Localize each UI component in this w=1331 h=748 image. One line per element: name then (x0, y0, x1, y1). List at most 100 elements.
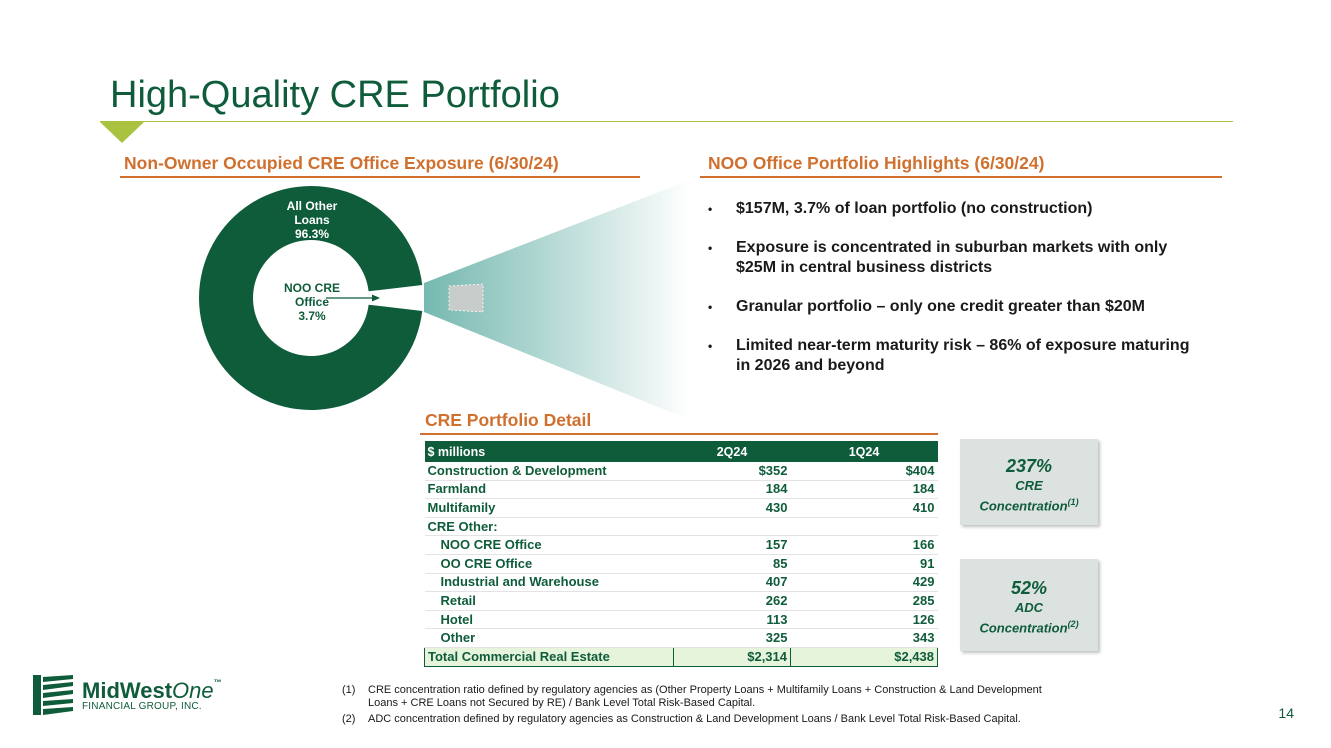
detail-section-heading: CRE Portfolio Detail (425, 410, 592, 430)
adc-concentration-label-1: ADC (1014, 600, 1044, 615)
row-label: Farmland (424, 480, 674, 500)
cre-concentration-box: 237% CRE Concentration(1) (960, 439, 1098, 525)
highlights-list: • $157M, 3.7% of loan portfolio (no const… (708, 199, 1248, 395)
row-value-2q24 (673, 517, 791, 537)
adc-concentration-label-2: Concentration (979, 620, 1068, 636)
row-label: Other (424, 628, 674, 648)
highlight-text-cont: in 2026 and beyond (736, 357, 885, 374)
donut-section-rule (120, 176, 640, 178)
highlight-item: • Limited near-term maturity risk – 86% o… (708, 336, 1248, 376)
header-col-1q24: 1Q24 (790, 441, 938, 462)
bullet-dot-icon: • (708, 339, 713, 353)
footnote-1-number: (1) (342, 684, 356, 696)
row-value-2q24: 184 (673, 480, 791, 500)
footnote-1: (1) CRE concentration ratio defined by re… (342, 684, 1042, 710)
row-value-2q24: $352 (673, 462, 791, 481)
highlight-item: • $157M, 3.7% of loan portfolio (no const… (708, 199, 1248, 219)
row-value-2q24: 113 (673, 610, 791, 630)
highlight-item: • Exposure is concentrated in suburban ma… (708, 238, 1248, 278)
row-value-2q24: 407 (673, 573, 791, 593)
table-row: CRE Other: (424, 517, 938, 537)
highlight-text-cont: $25M in central business districts (736, 259, 993, 276)
row-value-1q24 (790, 517, 938, 537)
title-accent-triangle (100, 122, 144, 143)
row-value-1q24: $404 (790, 462, 938, 481)
footnote-2-number: (2) (342, 713, 356, 725)
row-value-2q24: 430 (673, 498, 791, 518)
row-label: OO CRE Office (424, 554, 674, 574)
row-label: Industrial and Warehouse (424, 573, 674, 593)
total-value-1q24: $2,438 (790, 646, 938, 667)
donut-outer-label-line1: All Other (286, 199, 338, 213)
table-row: NOO CRE Office 157 166 (424, 535, 938, 555)
detail-section-rule (420, 433, 938, 435)
row-value-2q24: 262 (673, 591, 791, 611)
highlight-text: Limited near-term maturity risk – 86% of… (736, 337, 1190, 354)
header-col-2q24: 2Q24 (673, 441, 791, 462)
footnote-2-line1: ADC concentration defined by regulatory … (368, 713, 1021, 725)
title-rule (100, 121, 1233, 122)
donut-outer-label-line2: Loans (294, 213, 330, 227)
table-total-row: Total Commercial Real Estate $2,314 $2,438 (424, 646, 938, 667)
row-value-1q24: 184 (790, 480, 938, 500)
table-row: Farmland 184 184 (424, 480, 938, 500)
page-title: High-Quality CRE Portfolio (110, 74, 560, 116)
row-value-1q24: 429 (790, 573, 938, 593)
donut-inner-label: NOO CRE Office 3.7% (272, 281, 352, 323)
bullet-dot-icon: • (708, 241, 713, 255)
cre-concentration-label-1: CRE (1015, 478, 1043, 493)
adc-concentration-box: 52% ADC Concentration(2) (960, 559, 1098, 651)
row-value-1q24: 166 (790, 535, 938, 555)
row-value-1q24: 91 (790, 554, 938, 574)
donut-outer-label: All Other Loans 96.3% (272, 199, 352, 241)
highlights-section-heading: NOO Office Portfolio Highlights (6/30/24… (708, 153, 1045, 173)
row-label: Multifamily (424, 498, 674, 518)
logo-wordmark: MidWestOne™ (82, 678, 222, 704)
table-row: Industrial and Warehouse 407 429 (424, 573, 938, 593)
cre-concentration-label-2: Concentration (979, 498, 1068, 514)
footnote-2: (2) ADC concentration defined by regulato… (342, 713, 1021, 726)
donut-inner-label-line1: NOO CRE (283, 281, 340, 295)
midwestone-logo-icon (33, 675, 73, 715)
donut-segment-all-other-loans (199, 186, 423, 411)
highlight-text: Granular portfolio – only one credit gre… (736, 298, 1145, 315)
table-header-row: $ millions 2Q24 1Q24 (424, 441, 938, 462)
logo-name-b: One (172, 678, 214, 703)
logo-subtitle: FINANCIAL GROUP, INC. (82, 701, 202, 712)
cre-detail-table: $ millions 2Q24 1Q24 Construction & Deve… (424, 441, 938, 667)
row-label: Hotel (424, 610, 674, 630)
table-row: Multifamily 430 410 (424, 498, 938, 518)
row-label: Retail (424, 591, 674, 611)
donut-inner-label-line2: Office (294, 295, 329, 309)
row-value-1q24: 410 (790, 498, 938, 518)
row-value-2q24: 325 (673, 628, 791, 648)
footnote-1-line1: CRE concentration ratio defined by regul… (368, 684, 1042, 696)
adc-concentration-footnote-ref: (2) (1067, 619, 1079, 629)
donut-section-heading: Non-Owner Occupied CRE Office Exposure (… (124, 153, 559, 173)
row-label: Construction & Development (424, 462, 674, 481)
table-row: Other 325 343 (424, 628, 938, 648)
donut-segment-noo-cre-office (448, 283, 484, 313)
row-value-2q24: 157 (673, 535, 791, 555)
row-value-1q24: 343 (790, 628, 938, 648)
logo-name-a: MidWest (82, 678, 173, 703)
page-number: 14 (1278, 705, 1294, 721)
highlight-text: $157M, 3.7% of loan portfolio (no constr… (736, 200, 1093, 217)
table-row: Retail 262 285 (424, 591, 938, 611)
header-label: $ millions (424, 441, 674, 462)
row-label: CRE Other: (424, 517, 674, 537)
footnote-1-line2: Loans + CRE Loans not Secured by RE) / B… (368, 697, 756, 709)
highlights-section-rule (700, 176, 1222, 178)
highlight-item: • Granular portfolio – only one credit gr… (708, 297, 1248, 317)
total-value-2q24: $2,314 (673, 646, 791, 667)
highlight-text: Exposure is concentrated in suburban mar… (736, 239, 1168, 256)
donut-inner-arrow-head (372, 294, 380, 302)
table-row: Construction & Development $352 $404 (424, 462, 938, 481)
table-row: OO CRE Office 85 91 (424, 554, 938, 574)
total-label: Total Commercial Real Estate (424, 646, 674, 667)
row-value-2q24: 85 (673, 554, 791, 574)
row-value-1q24: 285 (790, 591, 938, 611)
row-label: NOO CRE Office (424, 535, 674, 555)
donut-outer-label-pct: 96.3% (294, 227, 330, 241)
